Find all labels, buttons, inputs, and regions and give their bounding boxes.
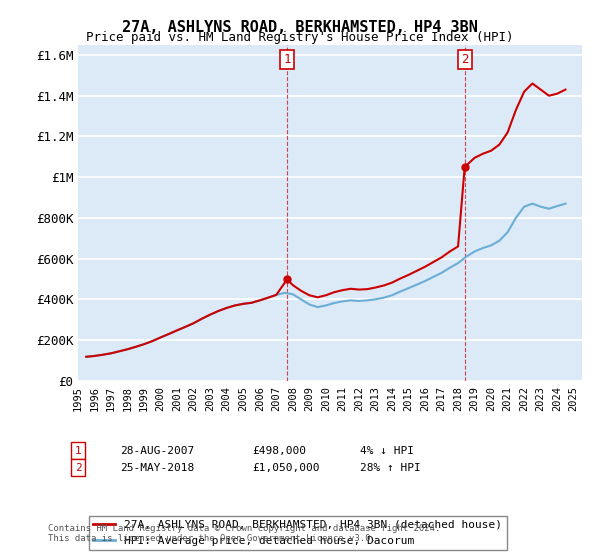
Text: 2: 2 [74, 463, 82, 473]
Text: £498,000: £498,000 [252, 446, 306, 456]
Legend: 27A, ASHLYNS ROAD, BERKHAMSTED, HP4 3BN (detached house), HPI: Average price, de: 27A, ASHLYNS ROAD, BERKHAMSTED, HP4 3BN … [89, 516, 506, 550]
Text: 28-AUG-2007: 28-AUG-2007 [120, 446, 194, 456]
Text: 25-MAY-2018: 25-MAY-2018 [120, 463, 194, 473]
Text: 4% ↓ HPI: 4% ↓ HPI [360, 446, 414, 456]
Text: 28% ↑ HPI: 28% ↑ HPI [360, 463, 421, 473]
Text: 1: 1 [283, 53, 291, 66]
Text: £1,050,000: £1,050,000 [252, 463, 320, 473]
Text: 27A, ASHLYNS ROAD, BERKHAMSTED, HP4 3BN: 27A, ASHLYNS ROAD, BERKHAMSTED, HP4 3BN [122, 20, 478, 35]
Text: Contains HM Land Registry data © Crown copyright and database right 2024.
This d: Contains HM Land Registry data © Crown c… [48, 524, 440, 543]
Text: 2: 2 [461, 53, 469, 66]
Text: 1: 1 [74, 446, 82, 456]
Text: Price paid vs. HM Land Registry's House Price Index (HPI): Price paid vs. HM Land Registry's House … [86, 31, 514, 44]
